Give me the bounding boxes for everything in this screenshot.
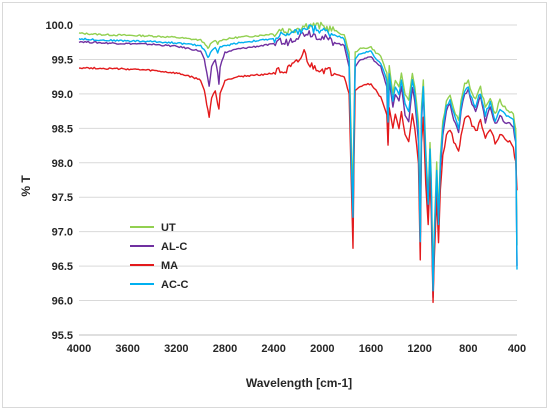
chart-frame: 95.5 96.0 96.5 97.0 97.5 98.0 98.5 99.0 99.5 100.… <box>2 2 547 408</box>
y-tick-label: 96.5 <box>52 261 73 273</box>
y-tick-label: 96.0 <box>52 296 73 308</box>
x-tick-label: 1200 <box>407 343 431 355</box>
y-tick-labels: 95.5 96.0 96.5 97.0 97.5 98.0 98.5 99.0 99.5 100.… <box>45 20 73 342</box>
legend-label: AL-C <box>161 241 187 253</box>
x-tick-label: 1600 <box>359 343 383 355</box>
y-tick-label: 98.5 <box>52 123 73 135</box>
x-tick-label: 400 <box>508 343 526 355</box>
series-line-al-c <box>78 30 518 299</box>
gridlines <box>79 24 517 336</box>
legend: UT AL-C MA AC-C <box>130 222 189 291</box>
series-line-ac-c <box>78 24 518 292</box>
y-axis-title: % T <box>19 175 33 197</box>
x-tick-labels: 4000 3600 3200 2800 2400 2000 1600 1200 800 400 <box>67 343 526 355</box>
ftir-line-chart: 95.5 96.0 96.5 97.0 97.5 98.0 98.5 99.0 99.5 100.… <box>19 20 526 390</box>
legend-label: MA <box>161 260 178 272</box>
y-tick-label: 95.5 <box>52 330 73 342</box>
x-tick-label: 3600 <box>115 343 139 355</box>
y-tick-label: 97.5 <box>52 192 73 204</box>
y-tick-label: 99.0 <box>52 89 73 101</box>
y-tick-label: 97.0 <box>52 227 73 239</box>
legend-label: AC-C <box>161 279 189 291</box>
x-tick-label: 2400 <box>261 343 285 355</box>
x-axis-title: Wavelength [cm-1] <box>246 376 352 390</box>
x-tick-label: 2000 <box>310 343 334 355</box>
x-tick-label: 2800 <box>213 343 237 355</box>
y-tick-label: 100.0 <box>45 20 73 32</box>
y-tick-label: 99.5 <box>52 54 73 66</box>
x-tick-label: 3200 <box>164 343 188 355</box>
y-tick-label: 98.0 <box>52 158 73 170</box>
series-layer <box>78 21 518 304</box>
x-tick-label: 800 <box>459 343 477 355</box>
x-tick-label: 4000 <box>67 343 91 355</box>
legend-label: UT <box>161 222 176 234</box>
